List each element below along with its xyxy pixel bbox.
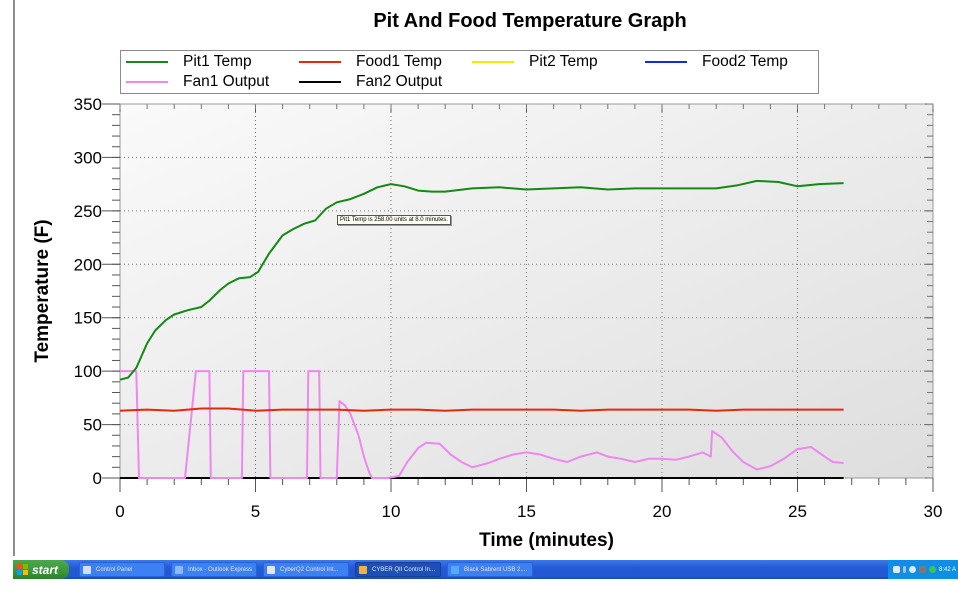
tick-labels: 0 50 100 150 200 250 300 350 0 5 10 15 20 25 30 xyxy=(74,95,943,521)
control-panel-icon xyxy=(83,565,91,574)
y-tick-label: 150 xyxy=(74,309,102,328)
x-tick-label: 25 xyxy=(788,502,807,521)
x-tick-label: 5 xyxy=(251,502,260,521)
legend-label-fan1: Fan1 Output xyxy=(183,73,270,90)
system-tray: 8:42 A xyxy=(888,560,958,579)
axis-ticks xyxy=(102,103,934,492)
plot-svg: 0 50 100 150 200 250 300 350 0 5 10 15 20 25 30 Time (… xyxy=(32,95,943,551)
ie-icon xyxy=(451,565,459,574)
legend-label-fan2: Fan2 Output xyxy=(356,73,443,90)
legend-label-pit2: Pit2 Temp xyxy=(529,53,598,70)
y-tick-label: 300 xyxy=(74,148,102,167)
x-tick-label: 30 xyxy=(924,502,943,521)
legend-item-fan1: Fan1 Output xyxy=(121,73,269,91)
app-icon xyxy=(359,565,367,574)
tray-device-icon[interactable] xyxy=(918,566,926,573)
legend-item-fan2: Fan2 Output xyxy=(294,73,442,91)
y-tick-label: 0 xyxy=(93,469,102,488)
plot-area xyxy=(119,103,934,479)
series-line-fan1-output xyxy=(120,370,844,479)
tray-info-icon[interactable] xyxy=(902,566,906,573)
taskbar-item[interactable]: Black Sabrent USB 2.... xyxy=(447,562,533,577)
windows-logo-icon xyxy=(17,564,28,575)
legend-item-pit2: Pit2 Temp xyxy=(467,53,598,71)
outlook-icon xyxy=(175,565,183,574)
legend-swatch-food2 xyxy=(645,61,687,63)
y-tick-label: 250 xyxy=(74,202,102,221)
start-label: start xyxy=(32,562,59,577)
tray-security-icon[interactable] xyxy=(928,566,936,573)
taskbar-buttons: Control Panel Inbox - Outlook Express Cybe… xyxy=(73,562,533,577)
legend-swatch-fan2 xyxy=(299,81,341,83)
tray-app-icon[interactable] xyxy=(892,566,900,573)
x-axis-title: Time (minutes) xyxy=(479,530,614,551)
taskbar-item[interactable]: Control Panel xyxy=(79,562,165,577)
taskbar: start Control Panel Inbox - Outlook Expre… xyxy=(13,560,958,579)
y-tick-label: 100 xyxy=(74,362,102,381)
taskbar-item[interactable]: Inbox - Outlook Express xyxy=(171,562,257,577)
window-icon xyxy=(267,565,275,574)
legend-swatch-pit2 xyxy=(472,61,514,63)
taskbar-item[interactable]: CYBER QII Control In... xyxy=(355,562,441,577)
series-line-food1-temp xyxy=(119,407,844,412)
tray-network-icon[interactable] xyxy=(908,566,916,573)
x-tick-label: 10 xyxy=(382,502,401,521)
legend-label-pit1: Pit1 Temp xyxy=(183,53,252,70)
legend: Pit1 Temp Food1 Temp Pit2 Temp Food2 Tem… xyxy=(120,50,819,94)
taskbar-item-label: Control Panel xyxy=(96,566,133,573)
x-tick-label: 20 xyxy=(653,502,672,521)
chart-title: Pit And Food Temperature Graph xyxy=(373,10,687,32)
y-tick-label: 200 xyxy=(74,255,102,274)
taskbar-item-label: Inbox - Outlook Express xyxy=(188,566,253,573)
x-tick-label: 15 xyxy=(517,502,536,521)
taskbar-item-label: Black Sabrent USB 2.... xyxy=(464,566,528,573)
legend-swatch-fan1 xyxy=(126,81,168,83)
clock: 8:42 A xyxy=(938,566,956,573)
x-tick-label: 0 xyxy=(115,502,124,521)
taskbar-item[interactable]: CyberQ2 Control Int... xyxy=(263,562,349,577)
y-axis-title: Temperature (F) xyxy=(32,219,53,362)
legend-item-pit1: Pit1 Temp xyxy=(121,53,252,71)
data-point-tooltip: Pit1 Temp is 258.00 units at 8.0 minutes… xyxy=(337,215,451,225)
legend-swatch-food1 xyxy=(299,61,341,63)
y-tick-label: 350 xyxy=(74,95,102,114)
legend-swatch-pit1 xyxy=(126,61,168,63)
legend-item-food2: Food2 Temp xyxy=(640,53,788,71)
window-left-border xyxy=(13,0,15,556)
legend-item-food1: Food1 Temp xyxy=(294,53,442,71)
series-lines xyxy=(119,179,844,479)
y-tick-label: 50 xyxy=(83,416,102,435)
start-button[interactable]: start xyxy=(13,560,69,579)
series-line-pit1-temp xyxy=(119,179,844,381)
legend-label-food1: Food1 Temp xyxy=(356,53,442,70)
legend-label-food2: Food2 Temp xyxy=(702,53,788,70)
taskbar-item-label: CyberQ2 Control Int... xyxy=(280,566,339,573)
taskbar-item-label: CYBER QII Control In... xyxy=(372,566,436,573)
